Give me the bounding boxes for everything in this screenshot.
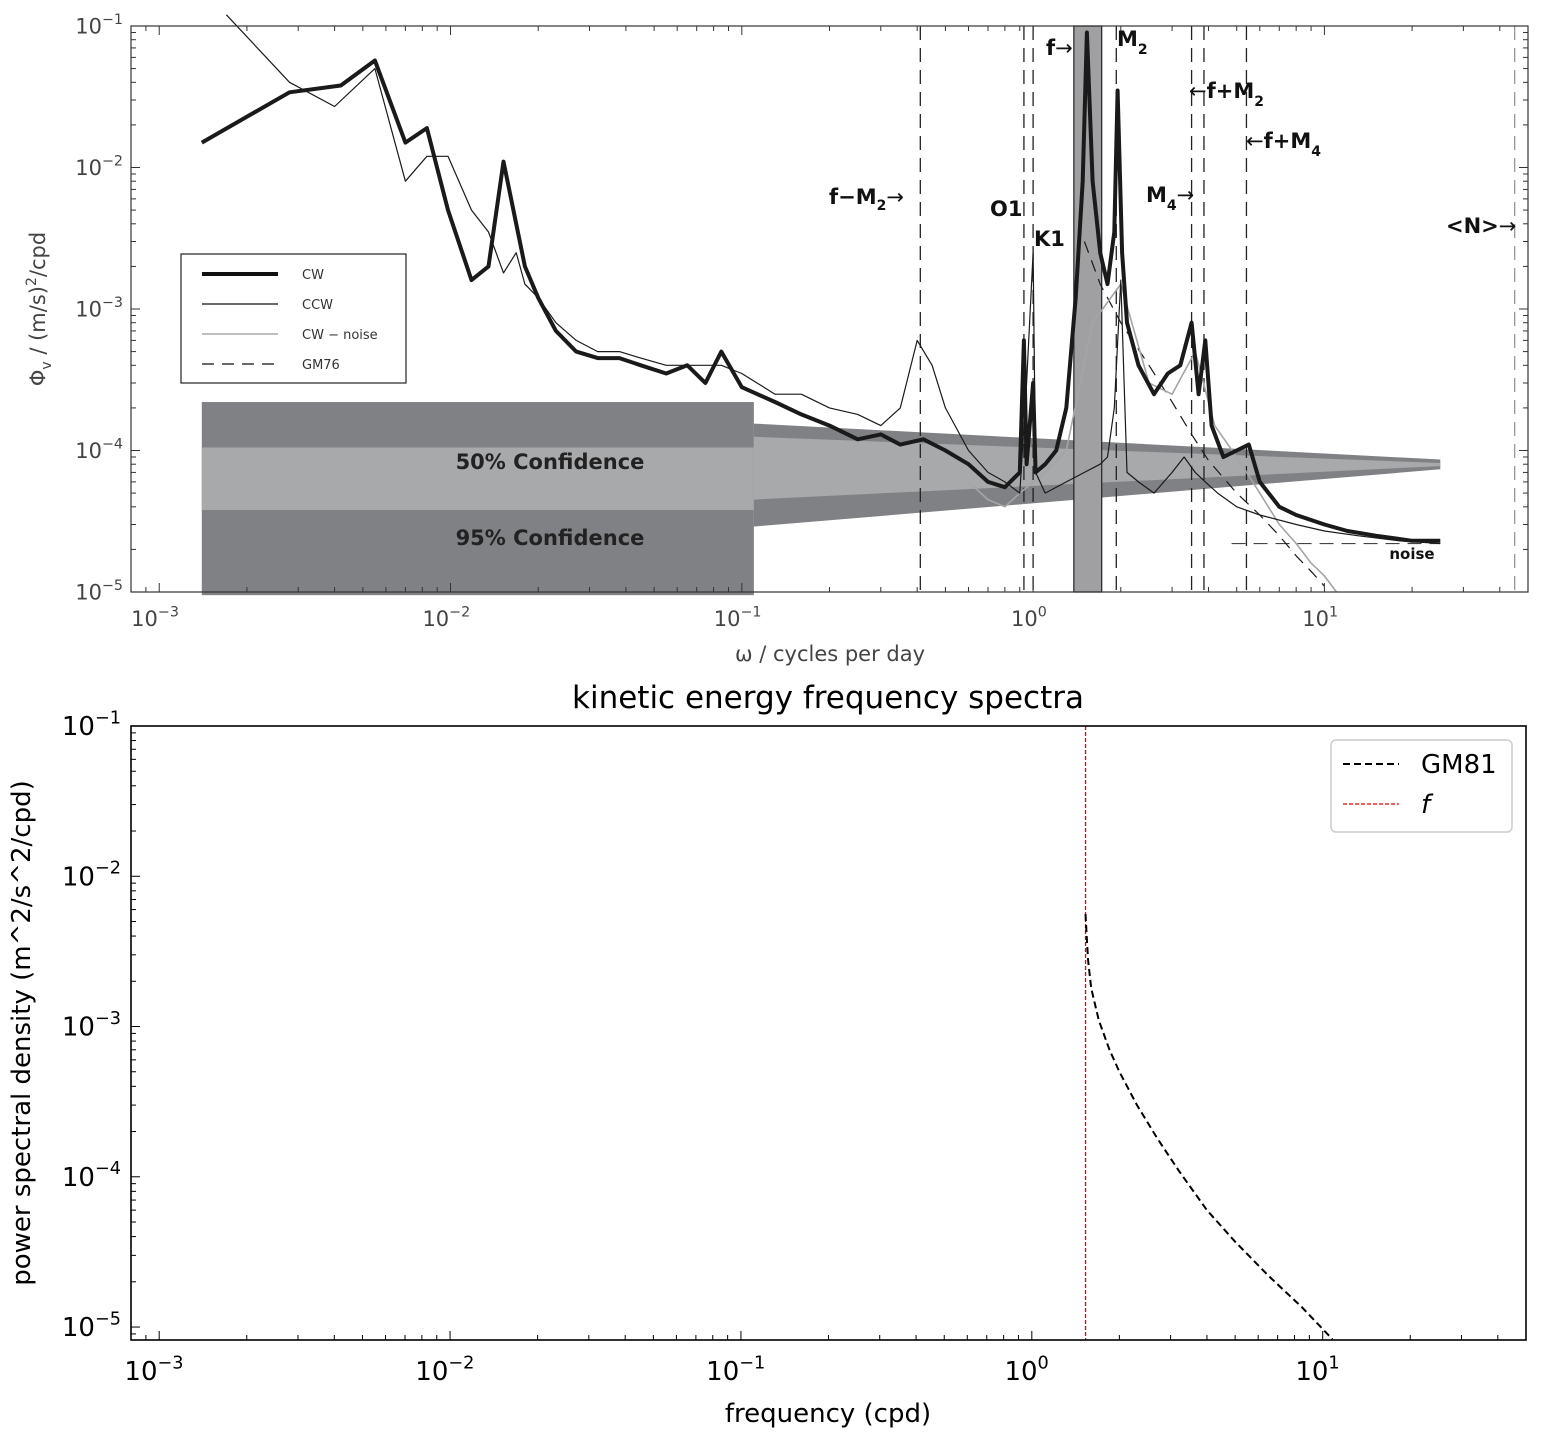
label-f-minus-m2: f−M2→ <box>829 185 904 214</box>
spectra-lines <box>200 14 1441 593</box>
series-cw <box>200 30 1441 543</box>
x-tick-label: 10−3 <box>131 605 179 631</box>
y-tick-label: 10−1 <box>62 708 121 742</box>
svg-text:<N>→: <N>→ <box>1446 214 1516 238</box>
legend-label-cw: CW <box>302 268 324 283</box>
bottom-x-axis-label: frequency (cpd) <box>725 1399 931 1429</box>
y-tick-label: 10−3 <box>75 295 123 321</box>
svg-text:M2: M2 <box>1117 27 1148 58</box>
y-tick-label: 10−4 <box>75 436 123 462</box>
legend-label-gm76: GM76 <box>302 358 340 373</box>
bottom-y-axis-label: power spectral density (m^2/s^2/cpd) <box>7 780 37 1286</box>
svg-text:←f+M2: ←f+M2 <box>1189 79 1264 110</box>
top-x-axis-label: ω / cycles per day <box>735 642 925 666</box>
y-tick-label: 10−4 <box>62 1159 121 1193</box>
x-tick-label: 101 <box>1302 605 1338 631</box>
y-tick-label: 10−5 <box>62 1309 121 1343</box>
noise-label: noise <box>1389 545 1434 563</box>
label-m2: M2 <box>1117 27 1148 58</box>
bottom-panel: kinetic energy frequency spectra 10−3 10−… <box>7 680 1527 1429</box>
y-tick-label: 10−3 <box>62 1009 121 1043</box>
x-tick-label: 10−1 <box>714 605 762 631</box>
label-f-plus-m4: ←f+M4 <box>1246 129 1321 160</box>
x-tick-label: 100 <box>1011 605 1047 631</box>
series-ccw <box>225 14 1441 545</box>
y-tick-label: 10−2 <box>62 859 121 893</box>
svg-text:Φv / (m/s)2/cpd: Φv / (m/s)2/cpd <box>24 232 55 386</box>
y-tick-label: 10−1 <box>75 12 123 38</box>
x-tick-label: 10−2 <box>415 1353 474 1387</box>
svg-text:f−M2→: f−M2→ <box>829 185 904 214</box>
svg-text:M4→: M4→ <box>1146 183 1194 214</box>
plot-frame <box>130 725 1527 1341</box>
label-o1: O1 <box>990 197 1022 221</box>
label-f-plus-m2: ←f+M2 <box>1189 79 1264 110</box>
gm81-line-group <box>1084 914 1334 1340</box>
band-50 <box>201 447 754 510</box>
label-k1: K1 <box>1034 227 1065 251</box>
bottom-title: kinetic energy frequency spectra <box>572 680 1084 716</box>
x-tick-label: 100 <box>1004 1353 1048 1387</box>
svg-text:f→: f→ <box>1046 36 1073 60</box>
confidence-bands <box>201 402 1441 596</box>
f-shaded-band <box>1073 25 1103 593</box>
svg-text:←f+M4: ←f+M4 <box>1246 129 1321 160</box>
label-n: <N>→ <box>1446 214 1516 238</box>
x-tick-label: 101 <box>1295 1353 1339 1387</box>
y-tick-label: 10−2 <box>75 153 123 179</box>
y-tick-label: 10−5 <box>75 578 123 604</box>
top-y-axis-label: Φv / (m/s)2/cpd <box>24 232 55 386</box>
top-panel: 10−3 10−2 10−1 100 101 10−5 10−4 10−3 10−2 10−1 5… <box>24 12 1529 666</box>
axis-ticks: 10−3 10−2 10−1 100 101 10−5 10−4 10−3 10−2 10−1 <box>75 12 1529 631</box>
x-tick-label: 10−3 <box>124 1353 183 1387</box>
axis-ticks: 10−3 10−2 10−1 100 101 10−5 10−4 10−3 10−2 10−1 <box>62 708 1527 1387</box>
x-tick-label: 10−1 <box>706 1353 765 1387</box>
label-f: f→ <box>1046 36 1073 60</box>
legend: CW CCW CW − noise GM76 <box>180 253 407 384</box>
f-band <box>1073 25 1103 593</box>
band-label-95: 95% Confidence <box>456 526 645 550</box>
x-tick-label: 10−2 <box>422 605 470 631</box>
legend-label-ccw: CCW <box>302 298 333 313</box>
band-label-50: 50% Confidence <box>456 450 645 474</box>
series-gm76 <box>1083 241 1325 587</box>
legend-label-cw-noise: CW − noise <box>302 328 378 343</box>
legend: GM81 f <box>1330 739 1513 833</box>
label-m4: M4→ <box>1146 183 1194 214</box>
legend-label-gm81: GM81 <box>1421 750 1497 780</box>
series-gm81 <box>1084 914 1334 1340</box>
tidal-lines <box>919 26 1516 592</box>
